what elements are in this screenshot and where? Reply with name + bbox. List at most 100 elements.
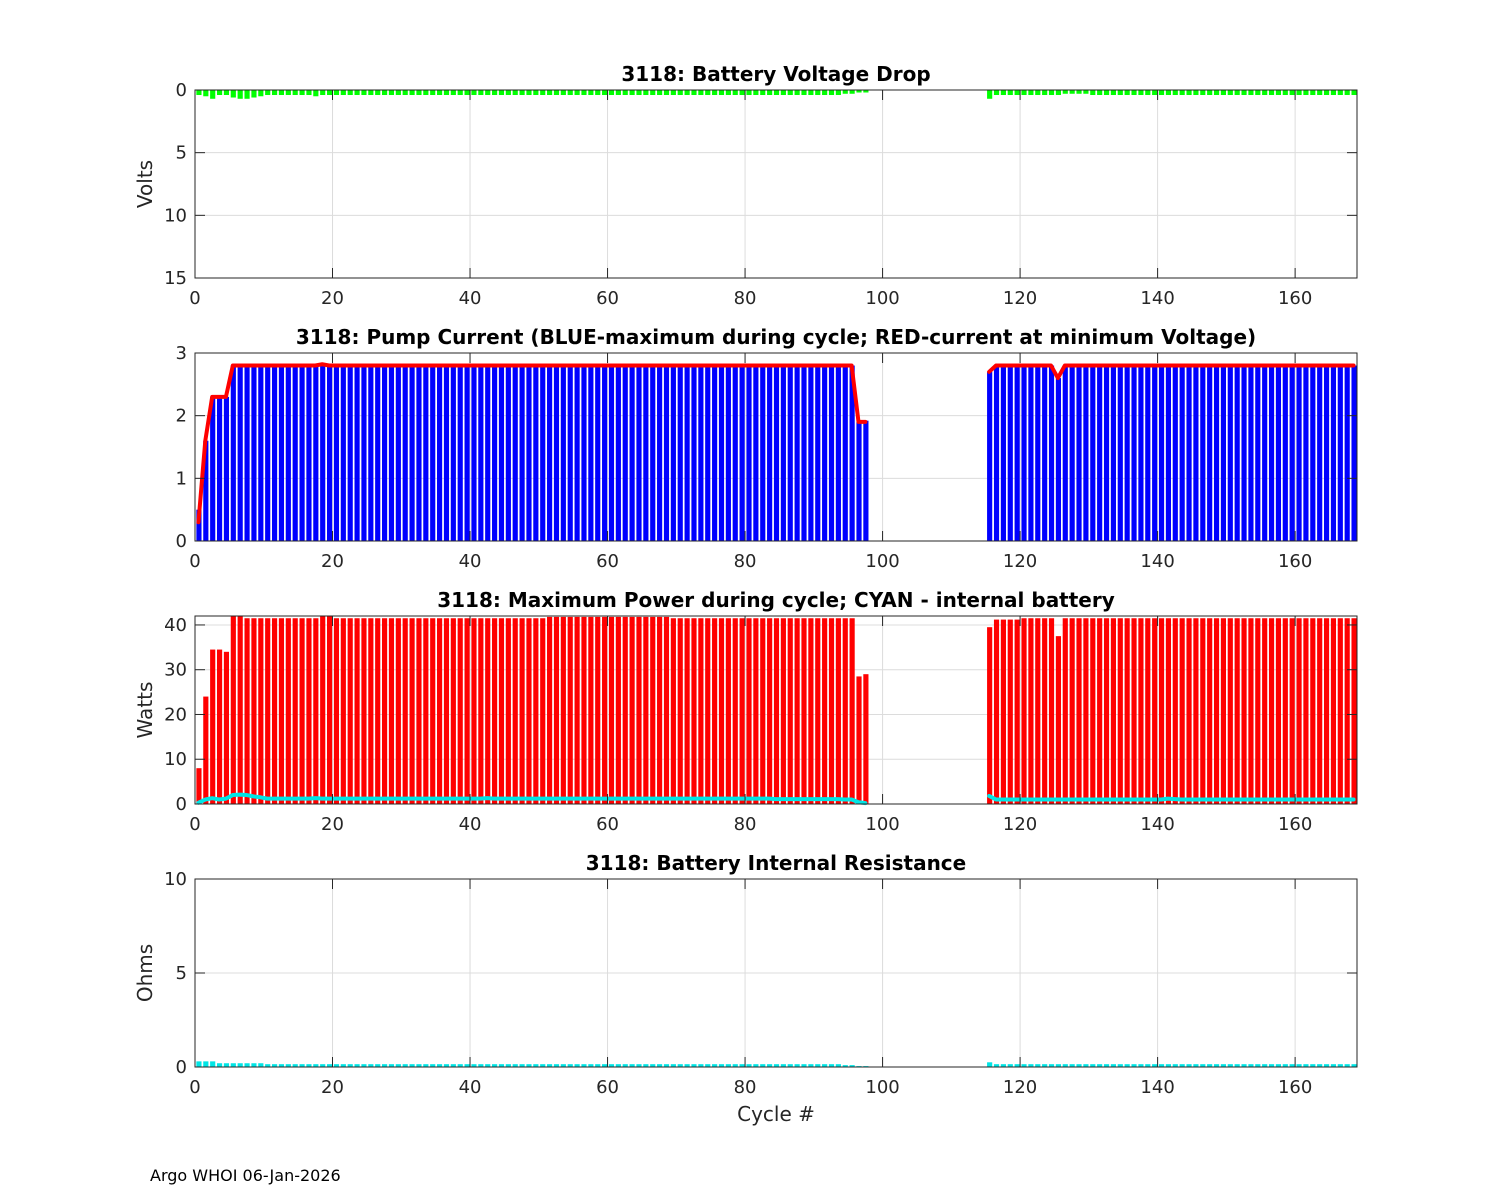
bar	[602, 90, 608, 96]
bar	[698, 1064, 704, 1067]
bar	[1330, 618, 1337, 804]
bar	[1351, 618, 1357, 804]
bar	[1042, 618, 1048, 804]
bar	[1028, 365, 1034, 541]
bar	[615, 1064, 621, 1067]
x-tick-label: 40	[459, 814, 482, 835]
bar	[430, 365, 436, 541]
bar	[1069, 90, 1075, 94]
bar	[340, 618, 346, 804]
bar	[347, 90, 353, 96]
bar	[210, 1061, 216, 1067]
bar	[1145, 1064, 1151, 1067]
bar	[705, 365, 711, 541]
bar	[712, 1064, 718, 1067]
bar	[1255, 365, 1261, 541]
bar	[1028, 90, 1034, 96]
bar	[1172, 1064, 1178, 1067]
bar	[835, 618, 841, 804]
y-tick-label: 5	[176, 143, 187, 164]
bar	[1303, 365, 1309, 541]
bar	[1090, 618, 1096, 804]
y-tick-label: 1	[176, 468, 187, 489]
bar	[519, 618, 525, 804]
bar	[437, 618, 443, 804]
bar	[835, 365, 841, 541]
bar	[773, 365, 780, 541]
bar	[670, 365, 676, 541]
bar	[320, 365, 326, 541]
bar	[657, 616, 663, 804]
bar	[285, 365, 291, 541]
bar	[691, 1064, 697, 1067]
bar	[1296, 1064, 1302, 1067]
bar	[725, 90, 731, 96]
bar	[478, 90, 484, 96]
bar	[1021, 365, 1027, 541]
bar	[1083, 365, 1089, 541]
bar	[815, 90, 821, 96]
bar	[443, 365, 450, 541]
bar	[760, 1064, 766, 1067]
bar	[498, 618, 505, 804]
bar	[574, 365, 580, 541]
bar	[230, 90, 236, 98]
bar	[567, 1064, 573, 1067]
bar	[320, 90, 326, 96]
series-line	[196, 362, 868, 525]
bar	[712, 365, 718, 541]
bar	[285, 618, 291, 804]
bar	[526, 618, 532, 804]
bar	[471, 618, 477, 804]
bar	[402, 618, 408, 804]
bar	[306, 365, 312, 541]
y-tick-label: 40	[164, 615, 187, 636]
bar	[1158, 365, 1165, 541]
bar	[863, 90, 869, 93]
bar	[306, 1064, 312, 1067]
bar	[677, 618, 683, 804]
bar	[1117, 365, 1123, 541]
bar	[416, 1064, 422, 1067]
x-tick-label: 80	[734, 814, 757, 835]
bar	[1241, 618, 1247, 804]
bar	[1035, 365, 1041, 541]
bar	[333, 618, 340, 804]
bar	[808, 365, 814, 541]
bar	[622, 1064, 628, 1067]
bar	[1234, 90, 1240, 96]
bar	[753, 1064, 759, 1067]
bar	[1289, 90, 1295, 96]
bar	[753, 618, 759, 804]
bar	[1344, 90, 1350, 96]
bar	[1200, 365, 1206, 541]
x-tick-label: 100	[865, 1077, 899, 1098]
bar	[375, 365, 381, 541]
bar	[492, 90, 498, 96]
bar	[1055, 636, 1061, 804]
bar	[196, 768, 202, 804]
chart-resistance: 0 20 40 60 80 100 120 140 160 0 5 10 3118: Battery I…	[133, 851, 1358, 1126]
series-line	[987, 793, 1356, 802]
bar	[533, 365, 539, 541]
bar	[1186, 1064, 1192, 1067]
bar	[801, 90, 807, 96]
bar	[842, 365, 848, 541]
bar	[313, 90, 319, 97]
bar	[402, 365, 408, 541]
bar	[292, 1064, 298, 1067]
bar	[684, 365, 690, 541]
bar	[1014, 1064, 1020, 1067]
bar	[1255, 618, 1261, 804]
bar	[993, 365, 1000, 541]
x-tick-label: 40	[459, 551, 482, 572]
bar	[1069, 1064, 1075, 1067]
bar	[595, 365, 601, 541]
bar	[1296, 90, 1302, 96]
bar	[1351, 90, 1357, 96]
bar	[450, 618, 456, 804]
bar	[588, 616, 594, 804]
bar	[457, 618, 463, 804]
bar	[849, 365, 855, 541]
bar	[794, 1064, 800, 1067]
